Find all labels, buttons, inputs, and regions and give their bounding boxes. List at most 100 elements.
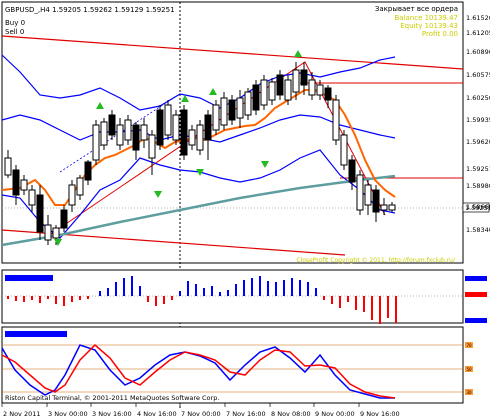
oscillator-label-70: 70 xyxy=(466,343,472,348)
histogram-bar xyxy=(275,282,277,296)
candlestick xyxy=(140,118,148,148)
histogram-bar xyxy=(99,291,101,296)
histogram-bar xyxy=(171,296,173,300)
histogram-bar xyxy=(315,288,317,296)
candlestick xyxy=(156,105,164,150)
candle-body xyxy=(12,169,20,196)
candle-body xyxy=(380,204,388,211)
candle-body xyxy=(356,174,364,211)
candlestick xyxy=(36,185,44,240)
histogram-bar xyxy=(363,296,365,312)
candle-body xyxy=(60,209,68,229)
candlestick xyxy=(116,118,124,150)
candlestick xyxy=(308,72,316,100)
fractal-down-arrow xyxy=(261,161,269,168)
candlestick xyxy=(100,118,108,150)
histogram-bar xyxy=(347,296,349,302)
candle-body xyxy=(212,104,220,131)
channel-upper-line xyxy=(1,35,464,70)
candlestick xyxy=(268,78,276,105)
time-axis-label: 8 Nov 08:00 xyxy=(271,410,311,418)
candlestick xyxy=(84,160,92,185)
price-axis-label: 1.61520 xyxy=(466,14,490,22)
oscillator-marker-70 xyxy=(465,342,473,348)
histogram-bar xyxy=(71,296,73,302)
oscillator-marker-30 xyxy=(465,389,473,395)
candle-body xyxy=(156,109,164,146)
candle-body xyxy=(172,114,180,141)
histogram-bar xyxy=(107,288,109,296)
histogram-bar xyxy=(235,284,237,296)
candlestick xyxy=(204,110,212,160)
main-chart-frame xyxy=(1,1,464,264)
candlestick xyxy=(220,92,228,130)
histogram-legend-box xyxy=(5,275,53,281)
price-axis-label: 1.58980 xyxy=(466,182,490,190)
candle-body xyxy=(124,119,132,141)
fractal-down-arrow xyxy=(54,239,62,246)
fractal-down-arrow xyxy=(196,169,204,176)
time-axis-label: 2 Nov 2011 xyxy=(3,410,41,418)
candle-body xyxy=(188,129,196,146)
histogram-bar xyxy=(139,286,141,296)
histogram-bar xyxy=(227,290,229,296)
price-axis-label: 1.60575 xyxy=(466,71,490,79)
candlestick xyxy=(196,120,204,155)
candle-body xyxy=(44,224,52,241)
fractal-up-arrow xyxy=(96,102,104,109)
current-price-label: 1.59251 xyxy=(465,204,490,212)
candlestick xyxy=(228,95,236,125)
candlestick xyxy=(276,70,284,100)
histogram-bar xyxy=(259,276,261,296)
sell-label: Sell 0 xyxy=(5,28,24,36)
histogram-bar xyxy=(63,296,65,306)
histogram-bar xyxy=(15,296,17,301)
candle-body xyxy=(372,189,380,213)
oscillator-panel xyxy=(1,326,464,404)
histogram-bar xyxy=(87,296,89,299)
histogram-bar xyxy=(387,296,389,318)
histogram-bar xyxy=(7,296,9,299)
equity-label: Equity 10139.43 xyxy=(400,22,458,30)
close-all-orders-label[interactable]: Закрывает все ордера xyxy=(375,5,458,13)
fractal-up-arrow xyxy=(209,88,217,95)
price-axis-label: 1.60890 xyxy=(466,48,490,56)
histogram-bar xyxy=(31,296,33,300)
histogram-bar xyxy=(79,296,81,300)
oscillator-marker-50 xyxy=(465,366,473,372)
candle-body xyxy=(116,124,124,146)
candle-body xyxy=(348,159,356,183)
fractal-down-arrow xyxy=(154,191,162,198)
time-axis-label: 9 Nov 00:00 xyxy=(315,410,355,418)
zigzag-line xyxy=(44,61,386,239)
candlestick xyxy=(372,185,380,222)
candle-body xyxy=(324,87,332,101)
candlestick xyxy=(92,120,100,165)
candlestick xyxy=(260,75,268,110)
candle-body xyxy=(132,124,140,151)
histogram-bar xyxy=(211,286,213,296)
candle-body xyxy=(92,124,100,161)
price-axis-label: 1.58660 xyxy=(466,203,490,211)
candle-body xyxy=(252,84,260,111)
candlestick xyxy=(148,130,156,175)
candlestick xyxy=(76,175,84,200)
candle-body xyxy=(36,194,44,233)
price-axis-label: 1.61205 xyxy=(466,29,490,37)
oscillator-label-50: 50 xyxy=(466,367,472,372)
candle-body xyxy=(204,114,212,141)
terminal-footer: Riston Capital Terminal, © 2001-2011 Met… xyxy=(5,394,219,402)
candlestick xyxy=(172,110,180,145)
candle-body xyxy=(196,124,204,151)
candle-body xyxy=(284,79,292,101)
oscillator-legend-box xyxy=(5,331,67,337)
oscillator-label-30: 30 xyxy=(466,390,472,395)
price-axis-label: 1.59620 xyxy=(466,138,490,146)
histogram-bar xyxy=(267,281,269,296)
candlestick xyxy=(164,100,172,140)
candle-body xyxy=(244,91,252,116)
candle-body xyxy=(236,97,244,119)
fractal-up-arrow xyxy=(181,95,189,102)
